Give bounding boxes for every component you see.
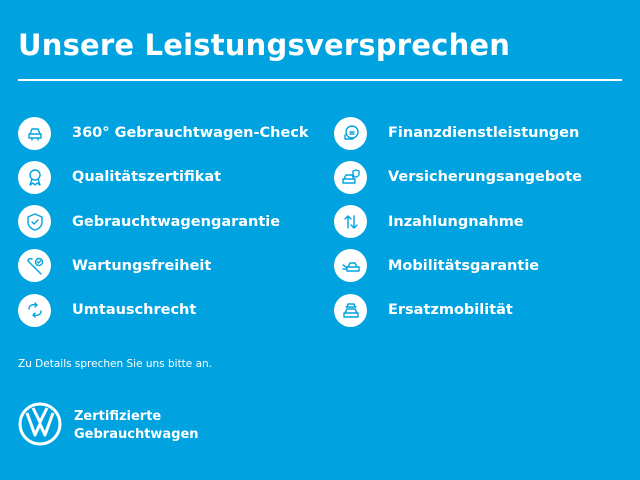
- wrench-check-icon: [18, 249, 51, 283]
- coins-icon: [334, 116, 367, 150]
- service-item: Gebrauchtwagengarantie: [18, 205, 280, 239]
- service-item: Qualitätszertifikat: [18, 160, 221, 194]
- replacement-car-icon: [334, 293, 367, 327]
- service-label: Wartungsfreiheit: [72, 257, 212, 274]
- brand-text: Zertifizierte Gebrauchtwagen: [74, 408, 199, 444]
- service-label: Inzahlungnahme: [388, 213, 524, 230]
- brand-line2: Gebrauchtwagen: [74, 427, 199, 442]
- service-label: Mobilitätsgarantie: [388, 257, 540, 274]
- page-title: Unsere Leistungsversprechen: [18, 28, 511, 62]
- details-note: Zu Details sprechen Sie uns bitte an.: [18, 358, 213, 370]
- brand-line1: Zertifizierte: [74, 409, 162, 424]
- exchange-arrows-icon: [18, 293, 51, 327]
- service-item: Finanzdienstleistungen: [334, 116, 579, 150]
- service-label: Versicherungsangebote: [388, 169, 583, 186]
- service-label: Finanzdienstleistungen: [388, 125, 580, 141]
- service-label: Qualitätszertifikat: [72, 169, 222, 186]
- service-label: Ersatzmobilität: [388, 302, 513, 319]
- service-item: Wartungsfreiheit: [18, 249, 211, 283]
- service-item: Umtauschrecht: [18, 293, 196, 327]
- service-item: Ersatzmobilität: [334, 293, 513, 327]
- vw-logo: [18, 402, 62, 446]
- service-item: Mobilitätsgarantie: [334, 249, 539, 283]
- service-item: Inzahlungnahme: [334, 205, 524, 239]
- service-label: Umtauschrecht: [72, 302, 197, 319]
- service-item: Versicherungsangebote: [334, 160, 582, 194]
- towing-car-icon: [334, 249, 367, 283]
- award-ribbon-icon: [18, 160, 51, 194]
- service-label: Gebrauchtwagengarantie: [72, 213, 281, 230]
- service-label: 360° Gebrauchtwagen-Check: [72, 125, 309, 141]
- car-insurance-icon: [334, 160, 367, 194]
- up-down-arrows-icon: [334, 205, 367, 239]
- service-item: 360° Gebrauchtwagen-Check: [18, 116, 309, 150]
- shield-check-icon: [18, 205, 51, 239]
- divider: [18, 79, 622, 81]
- car-check-icon: [18, 116, 51, 150]
